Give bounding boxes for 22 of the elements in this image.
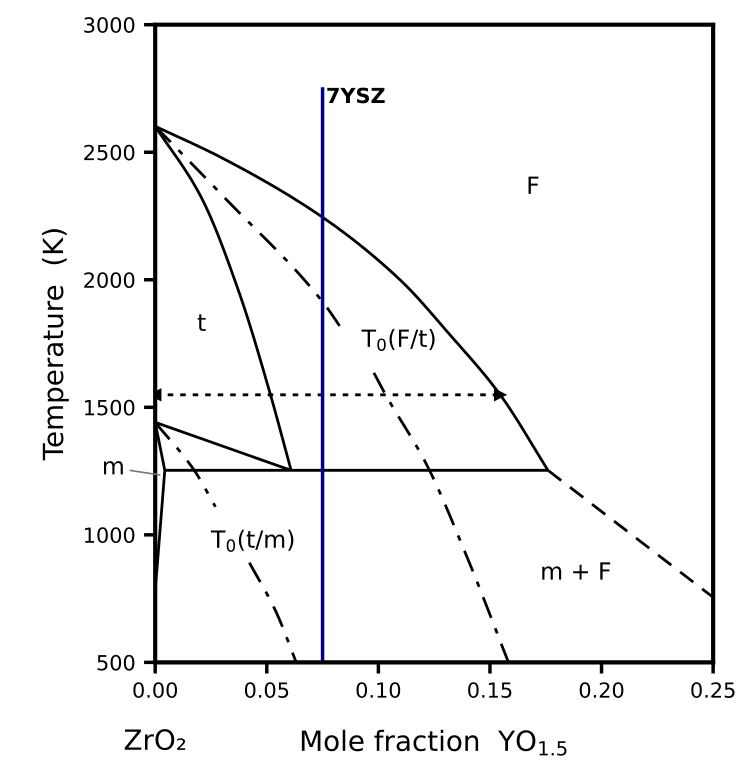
y-tick-label: 3000: [84, 17, 134, 33]
annotation: F: [528, 176, 538, 194]
y-tick-label: 500: [98, 654, 134, 671]
x-axis-title: Mole fraction YO$_{1.5}$: [302, 730, 566, 756]
annotation: T$_{0}$(F/t): [362, 328, 435, 351]
y-axis-title: Temperature (K): [42, 229, 69, 460]
series-label: 7YSZ: [327, 88, 385, 104]
text: ZrO₂: [124, 729, 186, 750]
y-tick-label: 2000: [84, 272, 134, 288]
y-tick-label: 1000: [85, 527, 134, 544]
y-tick-label: 2500: [84, 144, 134, 160]
x-tick-label: 0.20: [580, 682, 624, 698]
annotation: T$_{0}$(t/m): [210, 530, 294, 552]
x-tick-label: 0.25: [691, 682, 735, 698]
x-tick-label: 0.15: [468, 682, 512, 698]
y-tick-label: 1500: [85, 400, 134, 416]
annotation: m: [104, 461, 123, 474]
x-tick-label: 0.00: [133, 682, 177, 698]
annotation: t: [198, 314, 206, 331]
annotation: m + F: [542, 562, 610, 580]
x-tick-label: 0.05: [244, 682, 288, 698]
x-tick-label: 0.10: [356, 682, 400, 698]
